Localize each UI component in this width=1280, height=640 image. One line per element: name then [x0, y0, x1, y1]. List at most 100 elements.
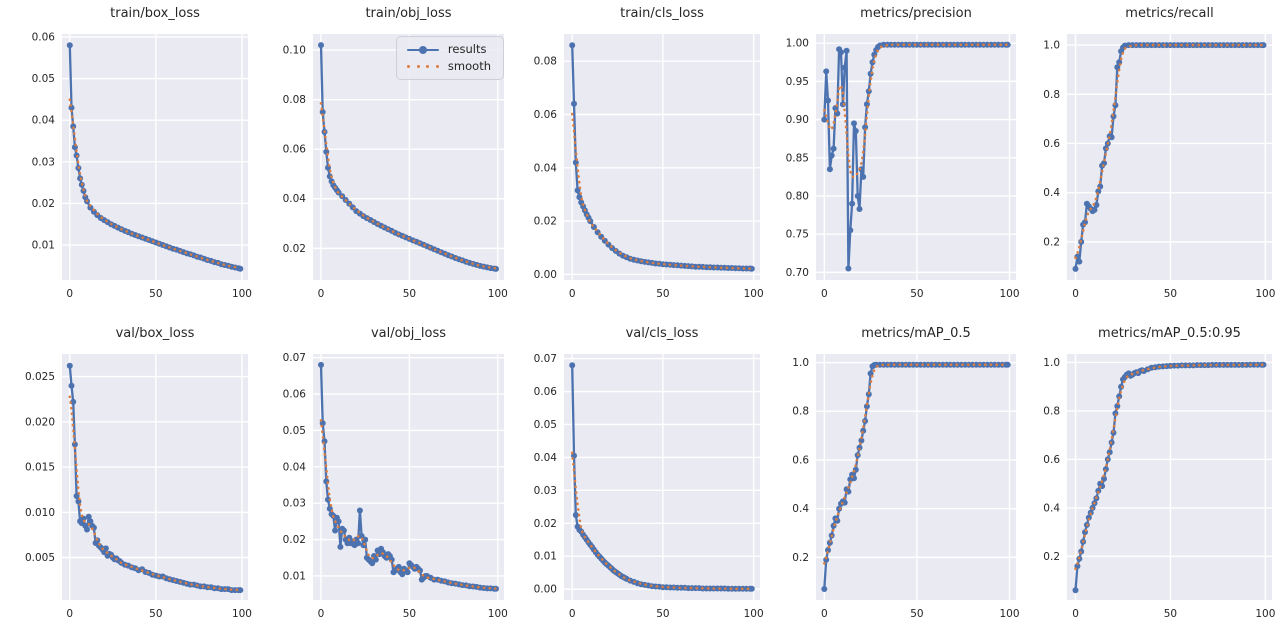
y-tick-label: 0.2	[792, 552, 809, 564]
subplot-train-box-loss: train/box_loss 0.01 0.02 0.03 0.04 0.05 0.06 0…	[0, 0, 256, 320]
results-marker	[85, 513, 92, 520]
y-tick-label: 0.95	[786, 76, 809, 88]
results-marker	[1116, 393, 1123, 400]
results-marker	[237, 587, 244, 594]
results-marker	[748, 265, 755, 272]
subplot-val-obj-loss: val/obj_loss 0.01 0.02 0.03 0.04 0.05 0.06 0.0…	[256, 320, 512, 640]
results-marker	[325, 496, 331, 503]
y-tick-label: 0.2	[1043, 551, 1060, 563]
smooth-line	[570, 451, 754, 591]
results-marker	[572, 512, 579, 518]
smooth-line	[570, 112, 754, 270]
smooth-line-swatch	[406, 62, 439, 70]
results-marker	[1004, 361, 1011, 368]
results-marker	[569, 362, 576, 369]
y-tick-label: 0.75	[786, 229, 809, 241]
x-tick-label: 0	[318, 288, 325, 300]
plot-area	[313, 354, 504, 600]
y-tick-label: 0.06	[534, 386, 558, 398]
results-marker	[102, 545, 109, 552]
results-marker	[1108, 134, 1115, 141]
x-tick-label: 100	[744, 288, 764, 300]
results-marker	[332, 527, 339, 534]
results-marker	[863, 403, 870, 410]
results-marker	[858, 437, 865, 444]
smooth-dot	[435, 64, 439, 68]
y-tick-label: 0.02	[283, 243, 306, 255]
y-tick-label: 0.70	[786, 267, 809, 279]
results-marker	[68, 382, 75, 389]
plot-area	[816, 354, 1016, 600]
subplot-title: metrics/recall	[1125, 6, 1214, 21]
subplot-title: train/cls_loss	[620, 6, 704, 21]
results-marker	[569, 42, 576, 49]
y-tick-label: 0.03	[534, 485, 557, 497]
x-tick-label: 50	[403, 288, 416, 300]
results-marker	[319, 109, 326, 115]
results-marker	[845, 265, 852, 272]
x-tick-label: 50	[403, 608, 416, 620]
results-marker	[395, 563, 402, 570]
results-marker	[841, 64, 848, 71]
x-tick-label: 100	[1255, 288, 1275, 300]
y-tick-label: 0.6	[1043, 138, 1060, 150]
y-tick-label: 0.04	[283, 193, 307, 205]
x-tick-label: 100	[232, 288, 252, 300]
y-tick-label: 0.06	[283, 144, 307, 156]
plot-area	[62, 34, 248, 280]
plot-area	[62, 354, 248, 600]
results-line-swatch	[406, 45, 439, 54]
results-marker	[1085, 514, 1092, 521]
subplot-val-cls-loss: val/cls_loss 0.00 0.01 0.02 0.03 0.04 0.05 0.0…	[512, 320, 768, 640]
results-marker	[1072, 265, 1079, 272]
y-tick-label: 0.80	[786, 190, 809, 202]
x-tick-label: 50	[1164, 288, 1177, 300]
x-tick-label: 0	[1072, 608, 1079, 620]
results-marker	[838, 49, 844, 56]
y-tick-label: 0.00	[534, 584, 557, 596]
y-tick-label: 0.04	[534, 162, 558, 174]
results-marker	[318, 42, 324, 49]
legend-label-results: results	[447, 42, 487, 56]
x-tick-label: 50	[1164, 608, 1177, 620]
legend-item-results: results	[406, 42, 491, 56]
x-tick-label: 0	[569, 608, 576, 620]
results-marker	[372, 556, 379, 563]
y-tick-label: 0.8	[1043, 405, 1060, 417]
y-tick-label: 1.00	[786, 38, 809, 50]
y-tick-label: 0.02	[534, 216, 557, 228]
x-tick-label: 100	[232, 608, 252, 620]
y-tick-label: 0.06	[534, 109, 558, 121]
y-tick-label: 1.0	[1043, 357, 1060, 369]
y-tick-label: 0.6	[1043, 454, 1060, 466]
y-tick-label: 0.4	[1043, 502, 1060, 514]
x-tick-label: 100	[999, 288, 1019, 300]
x-tick-label: 0	[821, 288, 828, 300]
subplot-title: train/box_loss	[110, 6, 200, 21]
results-marker	[821, 586, 828, 592]
plot-area	[1067, 34, 1272, 280]
subplot-metrics-precision: metrics/precision 0.70 0.75 0.80 0.85 0.90 0.…	[768, 0, 1024, 320]
y-tick-label: 0.02	[32, 198, 55, 210]
results-marker	[830, 145, 837, 152]
results-marker	[73, 493, 80, 499]
y-tick-label: 0.85	[786, 152, 809, 164]
subplot-metrics-recall: metrics/recall 0.2 0.4 0.6 0.8 1.0 0 50 100	[1024, 0, 1280, 320]
y-tick-label: 1.0	[792, 357, 809, 369]
metrics-map50-95-canvas: 0.2 0.4 0.6 0.8 1.0 0 50 100	[1043, 354, 1275, 620]
subplot-title: val/cls_loss	[625, 326, 699, 341]
results-marker	[1095, 487, 1102, 494]
x-tick-label: 50	[149, 288, 162, 300]
results-marker	[856, 206, 863, 212]
subplot-title: val/obj_loss	[370, 326, 447, 341]
results-marker	[826, 166, 833, 173]
x-tick-label: 0	[66, 288, 73, 300]
results-marker	[1072, 587, 1079, 594]
y-tick-label: 0.005	[25, 552, 55, 564]
y-tick-label: 0.04	[534, 452, 558, 464]
results-marker	[823, 556, 830, 563]
x-tick-label: 100	[999, 608, 1019, 620]
y-tick-label: 0.010	[25, 507, 55, 519]
results-marker	[849, 200, 856, 207]
